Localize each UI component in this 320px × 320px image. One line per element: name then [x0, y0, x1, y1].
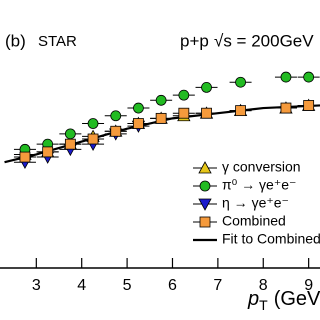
energy-label: √s = 200GeV [214, 31, 314, 50]
data-point [201, 82, 212, 93]
x-axis-label: pT (GeV/c) [247, 288, 320, 312]
data-point [303, 100, 315, 111]
legend-label: π⁰ → γe⁺e⁻ [222, 177, 296, 193]
data-point [64, 128, 76, 140]
data-point [235, 105, 246, 117]
data-point [133, 102, 144, 114]
x-tick-label: 3 [32, 277, 41, 294]
x-label-unit: (GeV/c) [274, 288, 320, 310]
data-point [155, 112, 167, 124]
data-point [19, 151, 31, 163]
data-point [235, 76, 246, 88]
legend-marker [199, 216, 211, 228]
data-point [42, 146, 54, 158]
experiment-label: STAR [38, 33, 77, 50]
x-label-symbol: p [247, 288, 259, 310]
panel-label: (b) [5, 31, 26, 50]
data-point [280, 102, 292, 114]
x-tick-label: 7 [213, 277, 222, 294]
data-point [87, 133, 99, 145]
data-point [87, 118, 99, 129]
x-label-subscript: T [259, 297, 268, 313]
legend-label: η → γe⁺e⁻ [222, 195, 289, 211]
legend-marker [198, 161, 212, 174]
legend-label: Combined [222, 213, 286, 229]
data-point [178, 107, 190, 119]
x-tick-label: 8 [259, 277, 268, 294]
data-point [178, 89, 190, 101]
data-point [201, 107, 212, 119]
x-tick-label: 5 [123, 277, 132, 294]
system-label: p+p [180, 31, 209, 50]
x-tick-label: 9 [304, 277, 313, 294]
legend-marker [198, 198, 212, 211]
legend-label: Fit to Combined [222, 231, 320, 247]
x-tick-label: 4 [77, 277, 86, 294]
legend-marker [199, 180, 211, 192]
data-point [133, 118, 144, 129]
x-tick-label: 6 [168, 277, 177, 294]
legend-label: γ conversion [222, 159, 301, 175]
data-point [110, 125, 122, 137]
data-point [64, 138, 76, 150]
data-point [280, 71, 292, 83]
data-point [110, 110, 122, 122]
data-point [303, 71, 315, 83]
data-point [155, 94, 167, 106]
